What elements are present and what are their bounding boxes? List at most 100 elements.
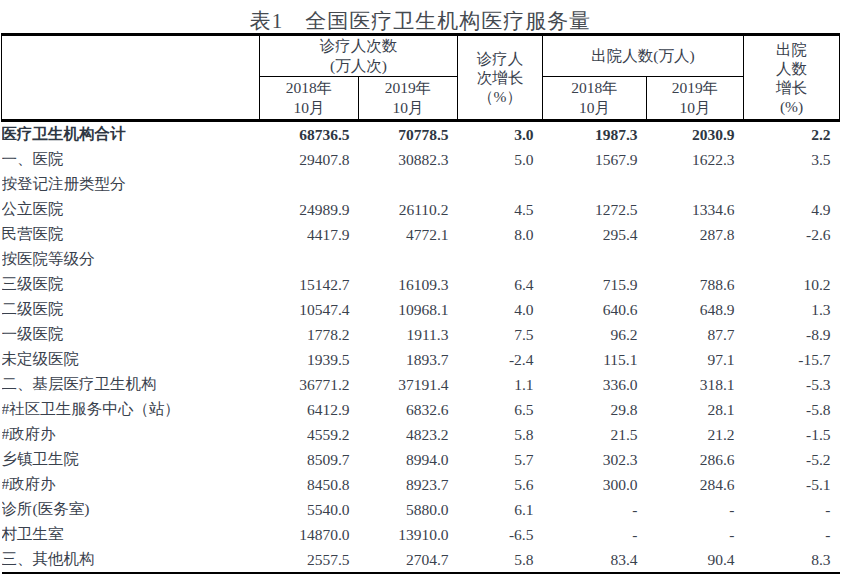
row-label: 未定级医院 [2,347,260,372]
row-value: -1.5 [744,422,840,447]
row-value: -5.1 [744,472,840,497]
row-value: -15.7 [744,347,840,372]
row-value: -5.2 [744,447,840,472]
row-value: 1939.5 [260,347,359,372]
table-row: 二级医院10547.410968.14.0640.6648.91.3 [2,297,840,322]
row-value [543,172,647,197]
row-label: 民营医院 [2,222,260,247]
row-label: 二级医院 [2,297,260,322]
row-value: 30882.3 [359,147,458,172]
table-row: 诊所(医务室)5540.05880.06.1--- [2,497,840,522]
header-discharge-2019: 2019年 10月 [647,77,744,121]
row-value: -2.4 [458,347,543,372]
row-value [647,247,744,272]
row-value: 6.1 [458,497,543,522]
row-value: 5880.0 [359,497,458,522]
medical-service-volume-table: 诊疗人次数 (万人次) 诊疗人 次增长 （%） 出院人数(万人) 出院 人数 增… [1,33,840,574]
table-row: 二、基层医疗卫生机构36771.237191.41.1336.0318.1-5.… [2,372,840,397]
year-label: 2018年 [543,78,646,98]
table-row: #政府办4559.24823.25.821.521.2-1.5 [2,422,840,447]
row-value [359,247,458,272]
row-label: 一、医院 [2,147,260,172]
row-value: 4559.2 [260,422,359,447]
row-value: 87.7 [647,322,744,347]
year-label: 2019年 [647,78,743,98]
row-value [543,247,647,272]
row-value: -2.6 [744,222,840,247]
row-value: 97.1 [647,347,744,372]
row-value: 640.6 [543,297,647,322]
row-value: 83.4 [543,547,647,573]
row-value: 4823.2 [359,422,458,447]
header-outpatient-growth-line3: （%） [458,87,542,106]
row-value: 1987.3 [543,121,647,148]
row-value: 4.0 [458,297,543,322]
row-value: 7.5 [458,322,543,347]
row-value: 284.6 [647,472,744,497]
row-label: #政府办 [2,472,260,497]
row-value: 1.1 [458,372,543,397]
row-value: -8.9 [744,322,840,347]
row-label: 二、基层医疗卫生机构 [2,372,260,397]
row-value: - [647,497,744,522]
row-label: 村卫生室 [2,522,260,547]
header-outpatient-2018: 2018年 10月 [260,77,359,121]
table-row: 按医院等级分 [2,247,840,272]
row-value: 1567.9 [543,147,647,172]
row-value: 115.1 [543,347,647,372]
row-value: 8923.7 [359,472,458,497]
row-value: 5.8 [458,422,543,447]
row-label: #政府办 [2,422,260,447]
row-value: 788.6 [647,272,744,297]
row-value: 2.2 [744,121,840,148]
row-value: 29.8 [543,397,647,422]
table-row: 公立医院24989.926110.24.51272.51334.64.9 [2,197,840,222]
row-value: 5.7 [458,447,543,472]
row-value: 6.5 [458,397,543,422]
row-value: 4772.1 [359,222,458,247]
table-row: 医疗卫生机构合计68736.570778.53.01987.32030.92.2 [2,121,840,148]
year-label: 2019年 [359,78,457,98]
header-group-row: 诊疗人次数 (万人次) 诊疗人 次增长 （%） 出院人数(万人) 出院 人数 增… [2,35,840,77]
row-value: 21.2 [647,422,744,447]
row-value: 1622.3 [647,147,744,172]
row-value: 8994.0 [359,447,458,472]
table-row: 乡镇卫生院8509.78994.05.7302.3286.6-5.2 [2,447,840,472]
row-value: 3.5 [744,147,840,172]
row-value: 1911.3 [359,322,458,347]
row-value: 648.9 [647,297,744,322]
row-label: 诊所(医务室) [2,497,260,522]
row-label: 公立医院 [2,197,260,222]
month-label: 10月 [260,98,358,118]
header-outpatient-growth-line2: 次增长 [458,68,542,87]
row-label: 医疗卫生机构合计 [2,121,260,148]
row-label: 三、其他机构 [2,547,260,573]
year-label: 2018年 [260,78,358,98]
row-value [359,172,458,197]
header-discharge-growth: 出院 人数 增长 (%) [744,35,840,121]
header-outpatient-growth-line1: 诊疗人 [458,49,542,68]
page-title: 表1 全国医疗卫生机构医疗服务量 [0,0,841,33]
row-value: - [744,497,840,522]
row-value: - [543,522,647,547]
row-value: 1.3 [744,297,840,322]
row-value [744,172,840,197]
row-value: -5.8 [744,397,840,422]
row-value: 295.4 [543,222,647,247]
table-row: 按登记注册类型分 [2,172,840,197]
header-discharge-growth-line3: 增长 [744,78,839,97]
header-outpatient-2019: 2019年 10月 [359,77,458,121]
row-value: 26110.2 [359,197,458,222]
month-label: 10月 [359,98,457,118]
row-value: 6832.6 [359,397,458,422]
row-label: 一级医院 [2,322,260,347]
row-value: 10.2 [744,272,840,297]
row-value: 6412.9 [260,397,359,422]
row-value: 90.4 [647,547,744,573]
header-outpatient-visits-group: 诊疗人次数 (万人次) [260,35,458,77]
table-row: 村卫生室14870.013910.0-6.5--- [2,522,840,547]
row-value: 8509.7 [260,447,359,472]
row-value: 36771.2 [260,372,359,397]
row-label: 乡镇卫生院 [2,447,260,472]
row-value: 287.8 [647,222,744,247]
